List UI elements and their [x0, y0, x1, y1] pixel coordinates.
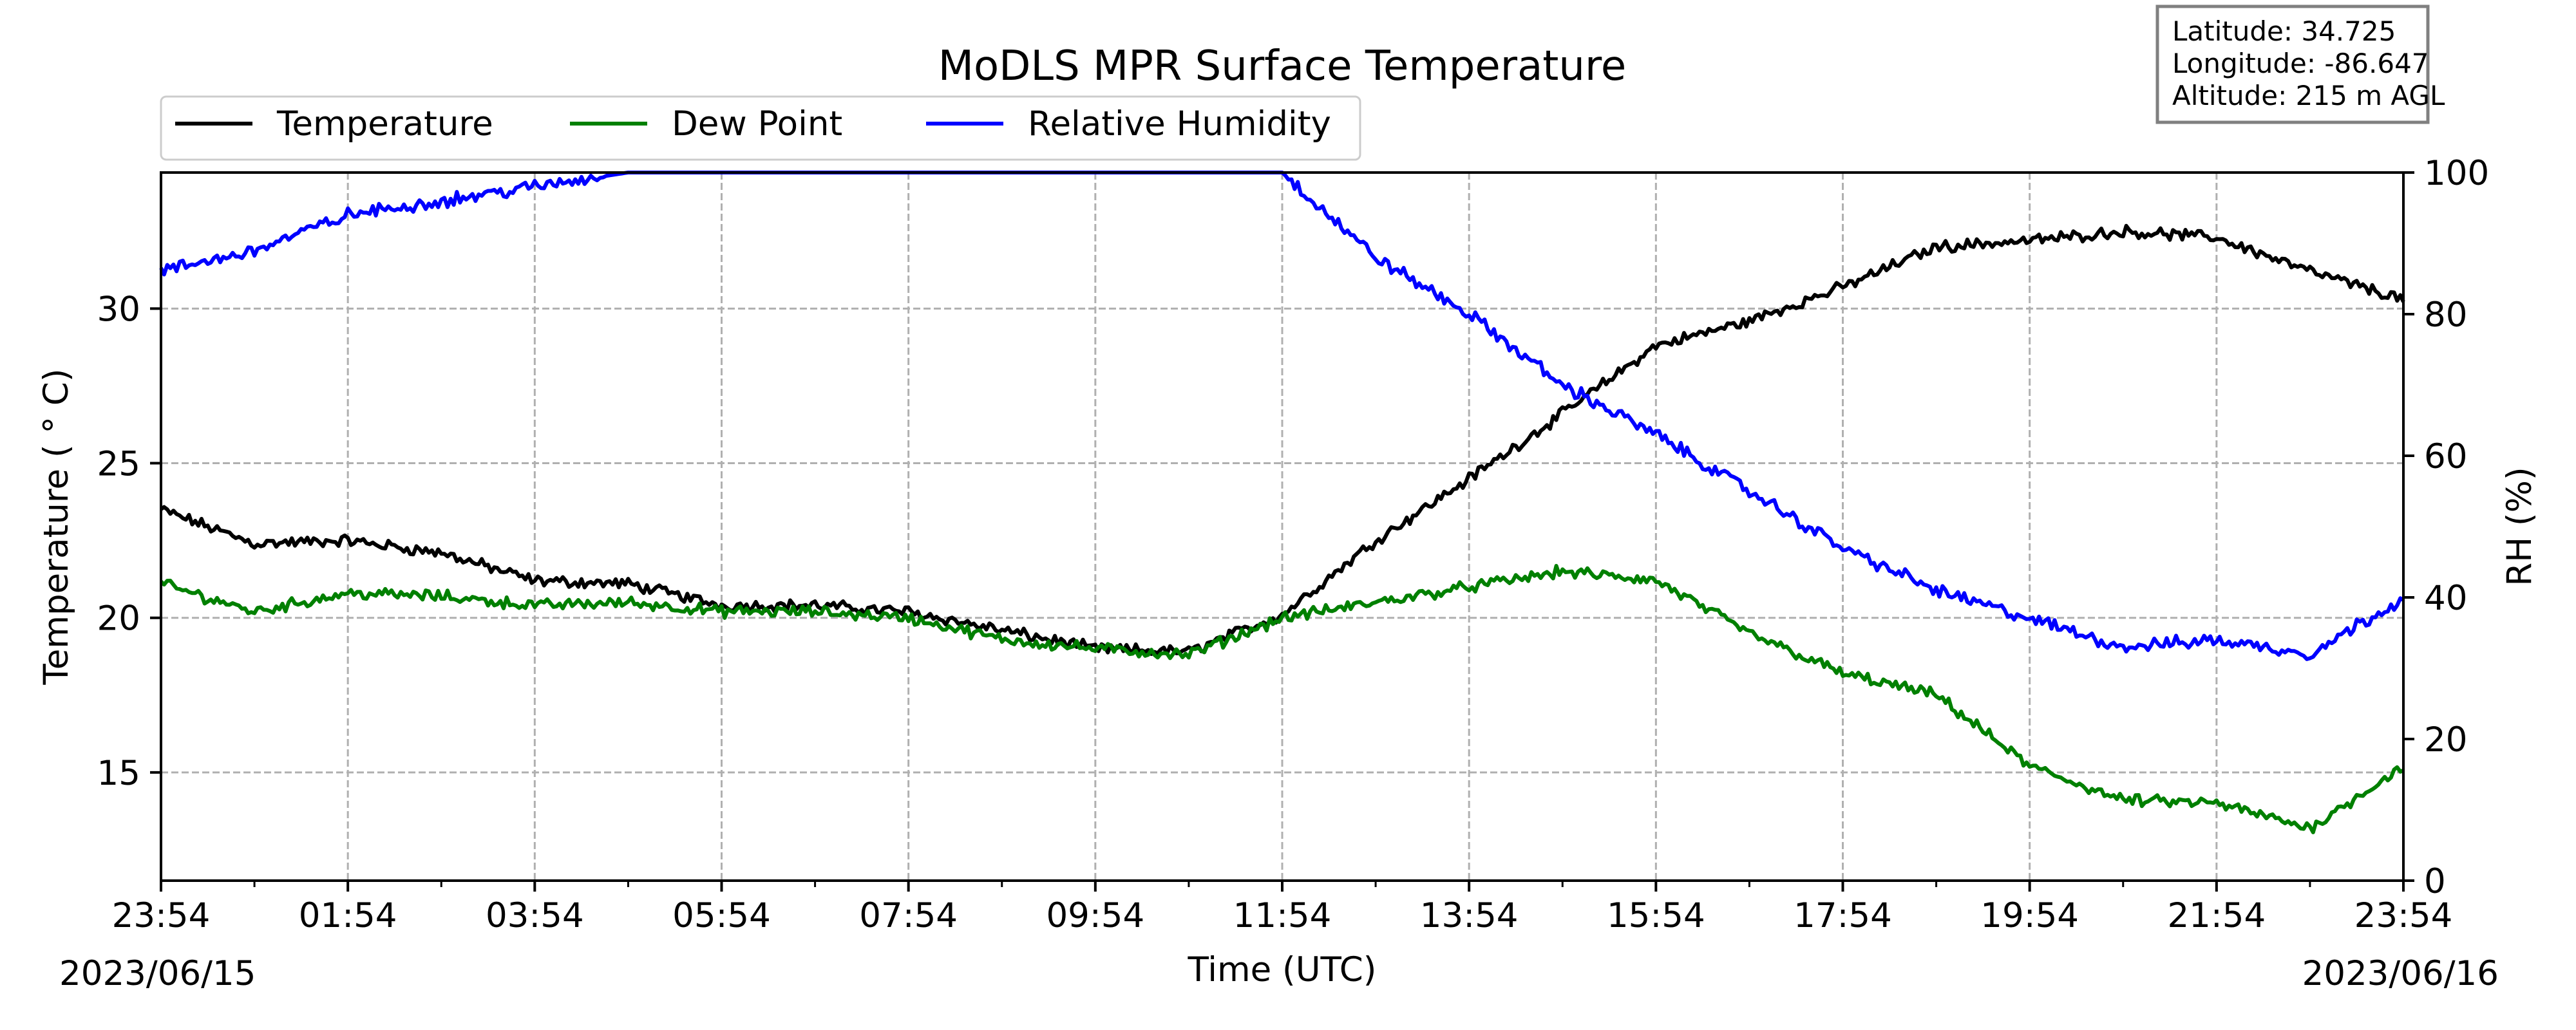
gridlines	[161, 173, 2403, 881]
series-line-dew-point	[159, 564, 2405, 834]
y2-tick-label: 80	[2424, 295, 2467, 335]
x-tick-label: 09:54	[1046, 896, 1144, 935]
y2-tick-label: 0	[2424, 862, 2446, 901]
x-axis-label: Time (UTC)	[1188, 950, 1377, 989]
location-info-box: Latitude: 34.725 Longitude: -86.647 Alti…	[2155, 5, 2445, 124]
x-tick-label: 15:54	[1607, 896, 1705, 935]
y-tick-label: 20	[97, 599, 140, 639]
axis-ticks: 23:54 01:54 03:54 05:54 07:54 09:54 11:54 13:54…	[97, 154, 2490, 935]
info-altitude: Altitude: 215 m AGL	[2172, 80, 2445, 111]
y-tick-label: 25	[97, 445, 140, 484]
legend-label-dew-point: Dew Point	[672, 104, 842, 144]
y2-axis-label: RH (%)	[2500, 467, 2539, 586]
x-tick-label: 21:54	[2167, 896, 2266, 935]
x-tick-label: 13:54	[1420, 896, 1519, 935]
x-tick-label: 11:54	[1233, 896, 1332, 935]
y2-tick-label: 60	[2424, 437, 2467, 476]
x-tick-label: 19:54	[1980, 896, 2079, 935]
x-tick-label: 17:54	[1794, 896, 1892, 935]
x-tick-label: 23:54	[2354, 896, 2453, 935]
info-latitude: Latitude: 34.725	[2172, 15, 2396, 47]
legend-label-temperature: Temperature	[276, 104, 493, 144]
y-axis-label: Temperature ( ° C)	[37, 368, 76, 685]
x-tick-label: 03:54	[486, 896, 584, 935]
y2-tick-label: 100	[2424, 154, 2489, 193]
y2-tick-label: 40	[2424, 579, 2467, 618]
x-tick-label: 07:54	[859, 896, 958, 935]
x-tick-label: 23:54	[112, 896, 211, 935]
y-tick-label: 30	[97, 290, 140, 329]
legend-box	[160, 95, 1361, 161]
legend-label-relative-humidity: Relative Humidity	[1028, 104, 1331, 144]
start-date-label: 2023/06/15	[59, 954, 256, 993]
chart-title: MoDLS MPR Surface Temperature	[938, 42, 1626, 90]
end-date-label: 2023/06/16	[2302, 954, 2499, 993]
y-tick-label: 15	[97, 754, 140, 793]
info-box-frame	[2155, 5, 2430, 124]
x-tick-label: 05:54	[672, 896, 771, 935]
y2-tick-label: 20	[2424, 720, 2467, 760]
info-longitude: Longitude: -86.647	[2172, 48, 2429, 79]
legend: Temperature Dew Point Relative Humidity	[160, 95, 1361, 161]
x-tick-label: 01:54	[299, 896, 397, 935]
